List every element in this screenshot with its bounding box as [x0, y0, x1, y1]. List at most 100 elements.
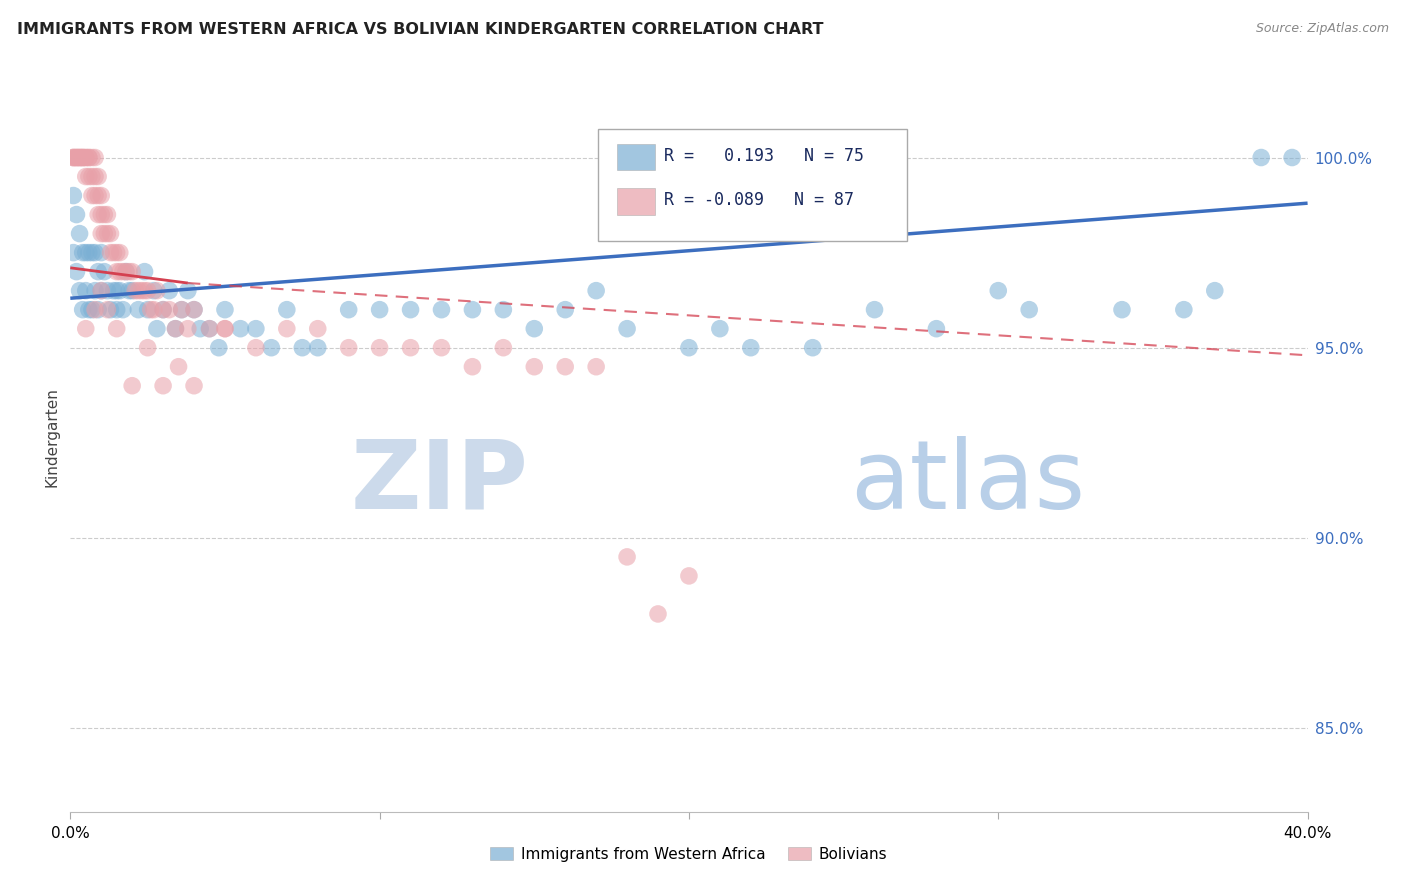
Text: IMMIGRANTS FROM WESTERN AFRICA VS BOLIVIAN KINDERGARTEN CORRELATION CHART: IMMIGRANTS FROM WESTERN AFRICA VS BOLIVI… [17, 22, 824, 37]
Point [245, 341, 267, 355]
Point [69, 227, 91, 241]
Point [127, 302, 149, 317]
Point [105, 302, 128, 317]
Point [90, 227, 112, 241]
Point [245, 321, 267, 335]
Point [399, 302, 422, 317]
Point [134, 265, 156, 279]
Point [90, 245, 112, 260]
Point [461, 302, 484, 317]
Point [93, 208, 115, 222]
Point [90, 208, 112, 222]
Point [136, 302, 159, 317]
Point [65, 265, 87, 279]
Point [80, 245, 103, 260]
Point [134, 284, 156, 298]
Point [337, 341, 360, 355]
Point [492, 302, 515, 317]
Point [72, 151, 94, 165]
Point [276, 321, 298, 335]
Point [111, 265, 134, 279]
Point [139, 302, 162, 317]
Point [69, 151, 91, 165]
Point [709, 321, 731, 335]
Point [1250, 151, 1272, 165]
Point [96, 302, 118, 317]
Point [65, 151, 87, 165]
Point [105, 265, 128, 279]
Point [87, 208, 110, 222]
Point [165, 321, 187, 335]
Point [146, 284, 169, 298]
Point [183, 302, 205, 317]
Point [75, 151, 97, 165]
Point [72, 245, 94, 260]
Text: Source: ZipAtlas.com: Source: ZipAtlas.com [1256, 22, 1389, 36]
Point [105, 245, 128, 260]
Point [105, 321, 128, 335]
Point [96, 208, 118, 222]
Point [523, 359, 546, 374]
Point [108, 265, 131, 279]
Point [136, 284, 159, 298]
Point [678, 341, 700, 355]
Point [90, 188, 112, 202]
Point [65, 151, 87, 165]
Point [554, 302, 576, 317]
Point [198, 321, 221, 335]
Point [170, 302, 193, 317]
Point [183, 378, 205, 392]
Point [157, 284, 180, 298]
Point [523, 321, 546, 335]
Point [121, 265, 143, 279]
Text: ZIP: ZIP [350, 435, 529, 529]
Point [1173, 302, 1195, 317]
Point [100, 227, 122, 241]
Point [118, 265, 141, 279]
Point [72, 151, 94, 165]
Point [84, 169, 107, 184]
Point [127, 284, 149, 298]
Point [75, 284, 97, 298]
Point [337, 302, 360, 317]
Point [103, 245, 125, 260]
Point [77, 245, 100, 260]
Point [93, 227, 115, 241]
Point [108, 284, 131, 298]
Point [585, 284, 607, 298]
Point [214, 321, 236, 335]
Point [291, 341, 314, 355]
Point [72, 302, 94, 317]
Point [118, 284, 141, 298]
Point [84, 151, 107, 165]
Point [863, 302, 886, 317]
Point [90, 284, 112, 298]
Point [585, 359, 607, 374]
Point [62, 151, 84, 165]
Point [188, 321, 211, 335]
Point [368, 302, 391, 317]
Point [93, 265, 115, 279]
Point [62, 151, 84, 165]
Point [62, 245, 84, 260]
Point [616, 321, 638, 335]
Point [121, 378, 143, 392]
Point [214, 321, 236, 335]
Point [75, 245, 97, 260]
Point [177, 284, 200, 298]
Point [492, 341, 515, 355]
Point [208, 341, 231, 355]
Point [77, 151, 100, 165]
Point [100, 302, 122, 317]
Point [80, 188, 103, 202]
Point [80, 302, 103, 317]
Point [678, 569, 700, 583]
Point [801, 341, 824, 355]
Point [229, 321, 252, 335]
Point [165, 321, 187, 335]
Point [987, 284, 1010, 298]
Point [307, 321, 329, 335]
Point [1018, 302, 1040, 317]
Point [214, 302, 236, 317]
Point [96, 284, 118, 298]
